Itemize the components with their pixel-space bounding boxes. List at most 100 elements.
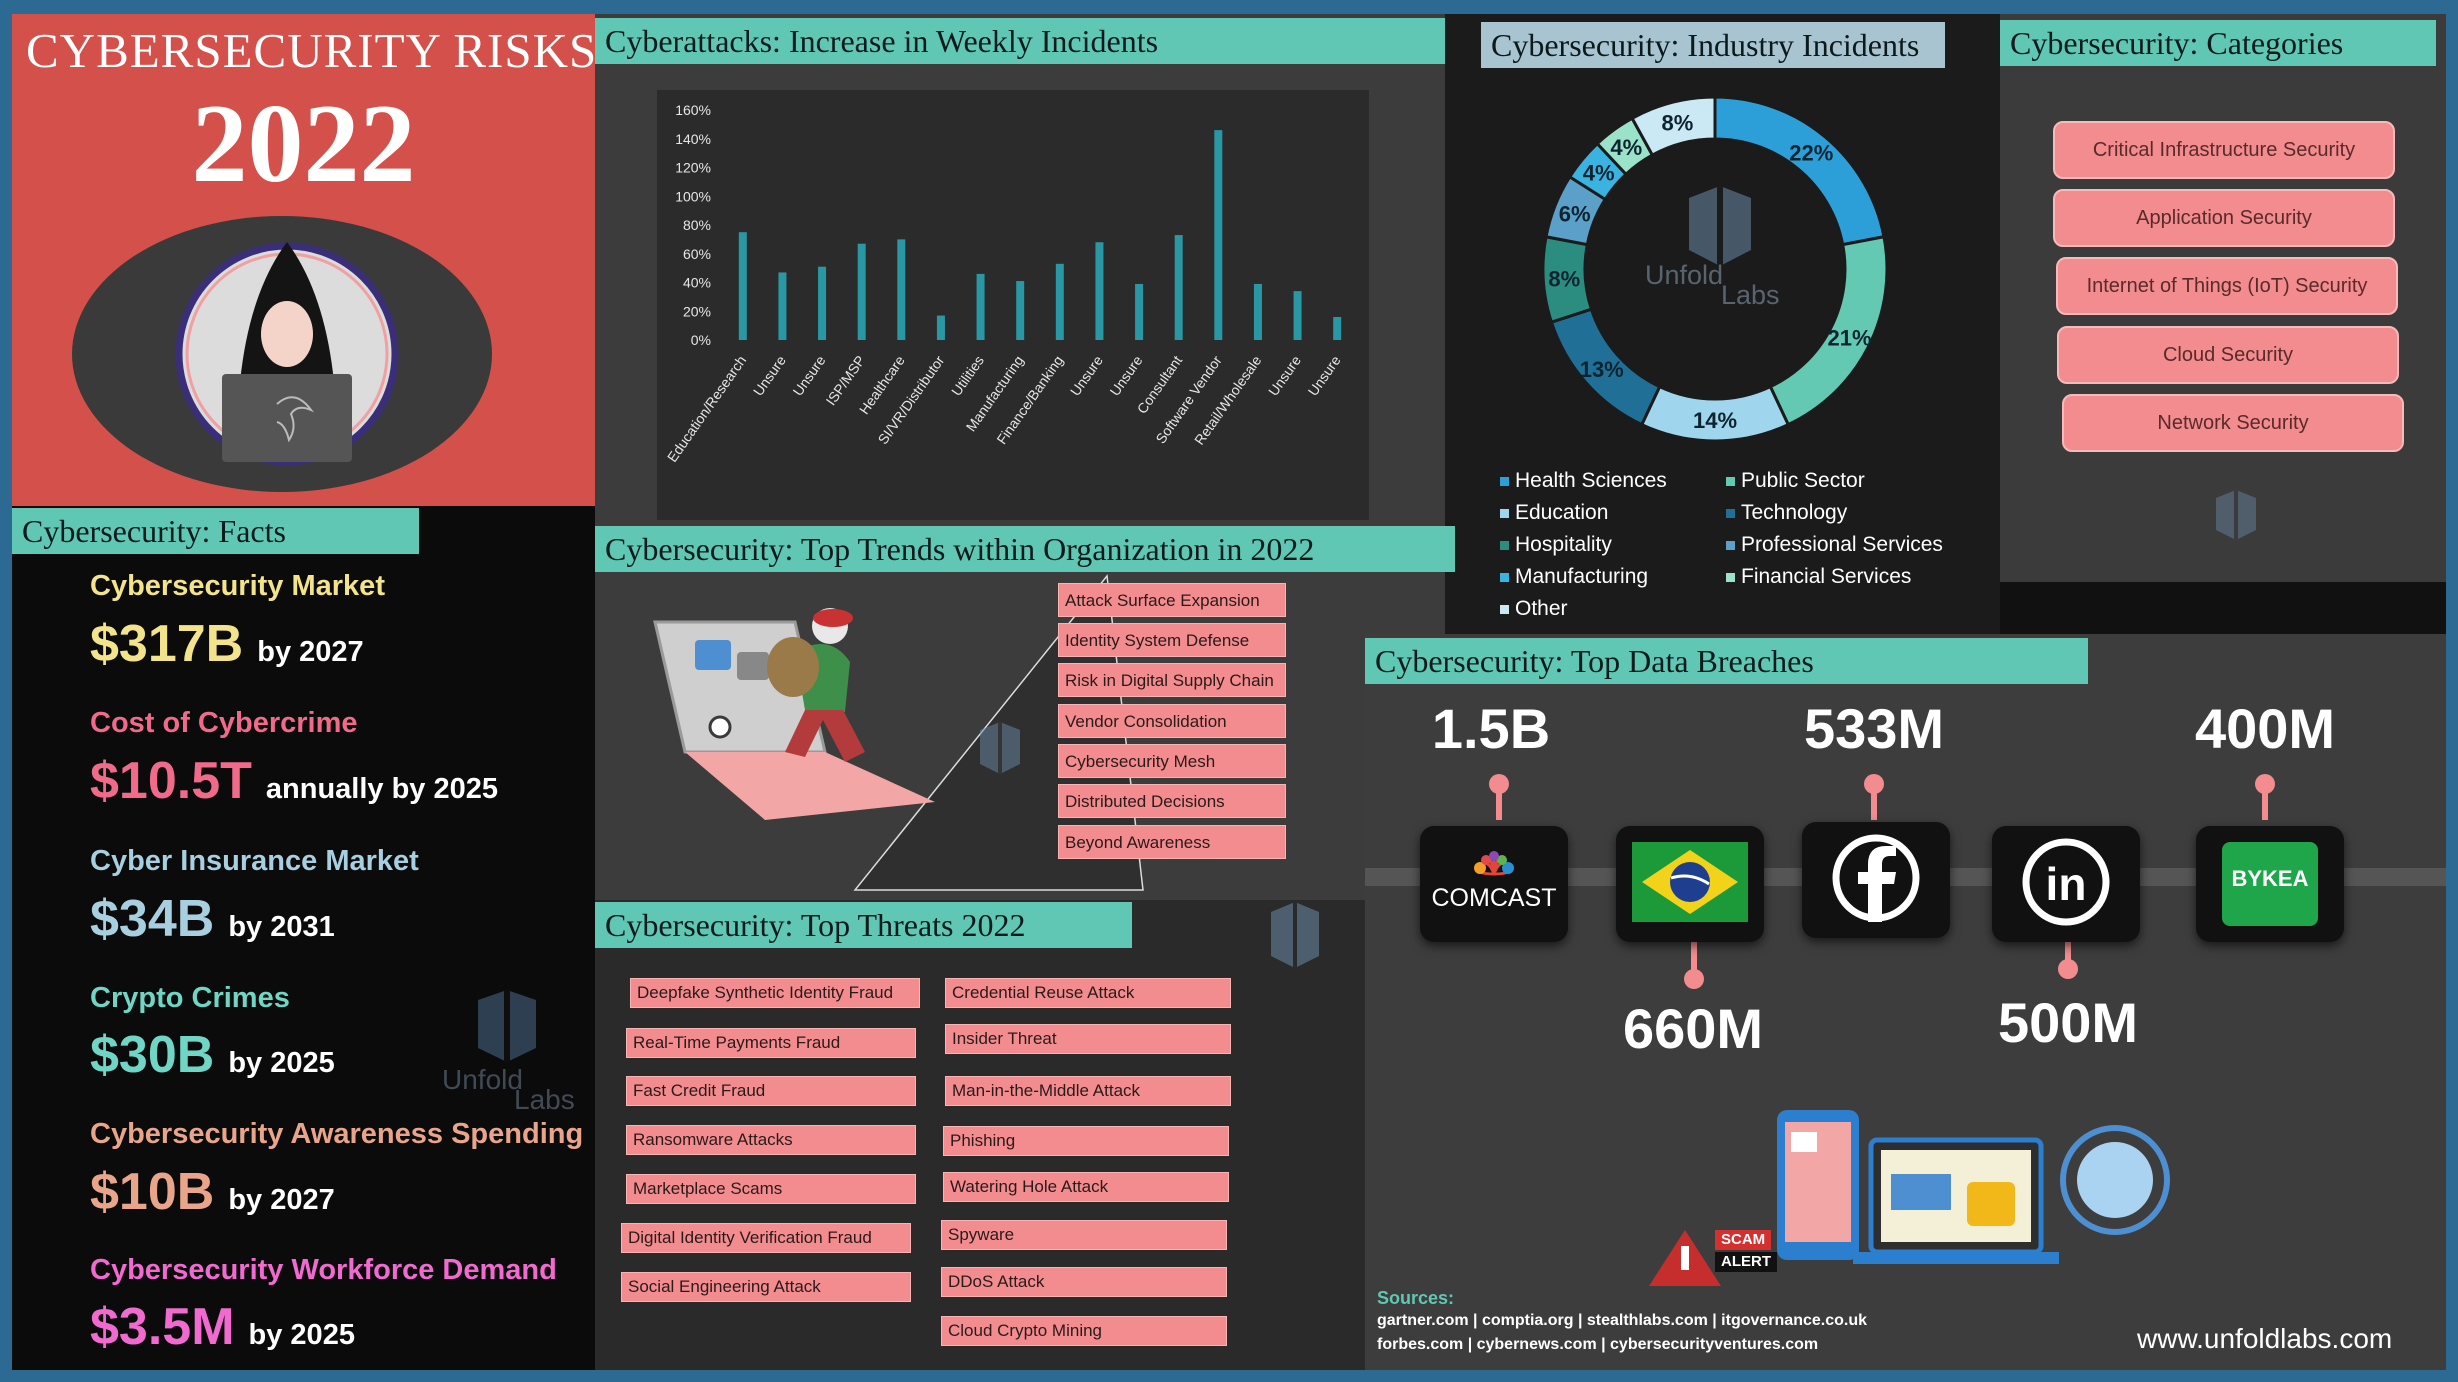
legend-item: Health Sciences [1500,469,1667,493]
weekly-panel: Cyberattacks: Increase in Weekly Inciden… [595,14,1455,526]
y-tick-label: 140% [675,131,711,147]
breach-logo-bykea[interactable]: BYKEA [2196,826,2344,942]
threat-item[interactable]: Cloud Crypto Mining [941,1316,1227,1346]
breach-amount-linkedin: 500M [1997,991,2139,1054]
legend-item: Technology [1726,501,1847,525]
breach-amount-facebook: 533M [1803,697,1945,760]
threat-item[interactable]: Man-in-the-Middle Attack [945,1076,1231,1106]
donut-slice-label: 4% [1583,161,1615,186]
y-tick-label: 120% [675,160,711,176]
legend-label: Health Sciences [1515,469,1667,492]
legend-item: Manufacturing [1500,565,1648,589]
industry-donut-chart: 22% 21% 14% 13% 8% 6% 4%4% 8% [1541,95,1889,443]
donut-slice-label: 13% [1580,357,1624,382]
category-application[interactable]: Application Security [2053,189,2395,247]
donut-watermark: Unfold Labs [1645,184,1795,324]
bar [897,239,906,340]
category-cloud[interactable]: Cloud Security [2057,326,2399,384]
legend-item: Financial Services [1726,565,1911,589]
legend-item: Professional Services [1726,533,1943,557]
threat-item[interactable]: Credential Reuse Attack [945,978,1231,1008]
fact-value-market: $317B by 2027 [90,615,364,673]
donut-watermark-unfold: Unfold [1645,260,1724,290]
y-tick-label: 160% [675,102,711,118]
legend-swatch [1500,572,1509,582]
threat-item[interactable]: Ransomware Attacks [626,1125,916,1155]
bar [1095,242,1104,340]
y-tick-label: 40% [683,275,711,291]
cyber-security-illustration: SCAM ALERT [1645,1090,2175,1290]
y-tick-label: 60% [683,246,711,262]
breach-logo-brazil[interactable] [1616,826,1764,942]
donut-slice-label: 22% [1789,141,1833,166]
breach-connector-linkedin [2065,934,2071,968]
weekly-bar-chart: 0%20%40%60%80%100%120%140%160%Education/… [657,90,1369,520]
legend-label: Hospitality [1515,533,1612,556]
fact-label-insurance: Cyber Insurance Market [90,845,419,877]
threat-item[interactable]: Insider Threat [945,1024,1231,1054]
breach-dot-bykea [2255,774,2275,794]
trends-header: Cybersecurity: Top Trends within Organiz… [595,526,1455,572]
legend-label: Financial Services [1741,565,1912,588]
title-line: CYBERSECURITY RISKS [26,23,598,78]
breach-dot-linkedin [2058,959,2078,979]
bar [1333,317,1342,340]
donut-watermark-labs: Labs [1721,280,1780,310]
fact-value-crypto: $30B by 2025 [90,1026,335,1084]
threat-item[interactable]: Fast Credit Fraud [626,1076,916,1106]
bar [738,232,747,340]
trend-item-distributed-decisions[interactable]: Distributed Decisions [1058,784,1286,818]
threat-item[interactable]: Deepfake Synthetic Identity Fraud [630,978,920,1008]
threat-item[interactable]: DDoS Attack [941,1267,1227,1297]
legend-swatch [1500,508,1509,518]
website-link[interactable]: www.unfoldlabs.com [2137,1323,2393,1354]
threat-item[interactable]: Watering Hole Attack [943,1172,1229,1202]
threat-item[interactable]: Digital Identity Verification Fraud [621,1223,911,1253]
breach-logo-facebook[interactable] [1802,822,1950,938]
fact-value-insurance: $34B by 2031 [90,890,335,948]
fact-value-awareness: $10B by 2027 [90,1163,335,1221]
donut-slice [1630,95,1717,158]
breach-logo-comcast[interactable]: COMCAST [1420,826,1568,942]
unfold-labs-logo: Unfold Labs [432,988,582,1118]
threat-item[interactable]: Social Engineering Attack [621,1272,911,1302]
industry-panel: Cybersecurity: Industry Incidents 22% 21%… [1445,14,2000,634]
threat-item[interactable]: Marketplace Scams [626,1174,916,1204]
breach-connector-brazil [1691,934,1697,978]
industry-legend: Health Sciences Public Sector Education Tec… [1500,469,1980,634]
bar [1214,130,1223,340]
fact-value-workforce: $3.5M by 2025 [90,1298,355,1356]
trend-item-supply-chain[interactable]: Risk in Digital Supply Chain [1058,663,1286,697]
category-critical-infrastructure[interactable]: Critical Infrastructure Security [2053,121,2395,179]
scam-badge-top: SCAM [1715,1230,1772,1250]
sources-line-2: forbes.com | cybernews.com | cybersecuri… [1377,1336,1819,1353]
trend-item-vendor-consolidation[interactable]: Vendor Consolidation [1058,704,1286,738]
logo-text-unfold: Unfold [442,1064,523,1095]
bar [778,272,787,340]
threats-right-list [595,900,596,901]
threat-item[interactable]: Real-Time Payments Fraud [626,1028,916,1058]
breach-logo-linkedin[interactable]: in [1992,826,2140,942]
categories-panel: Cybersecurity: Categories Critical Infra… [2000,14,2446,582]
legend-swatch [1726,540,1735,550]
legend-swatch [1500,476,1509,486]
threats-header: Cybersecurity: Top Threats 2022 [595,902,1132,948]
trend-item-attack-surface[interactable]: Attack Surface Expansion [1058,583,1286,617]
fact-label-workforce: Cybersecurity Workforce Demand [90,1254,557,1286]
trend-item-mesh[interactable]: Cybersecurity Mesh [1058,744,1286,778]
legend-swatch [1726,572,1735,582]
threat-item[interactable]: Spyware [941,1220,1227,1250]
trend-item-identity-defense[interactable]: Identity System Defense [1058,623,1286,657]
category-iot[interactable]: Internet of Things (IoT) Security [2056,257,2398,315]
donut-slice-label: 14% [1693,408,1737,433]
facts-panel: Cybersecurity: Facts Cybersecurity Marke… [12,506,595,1370]
threat-item[interactable]: Phishing [943,1126,1229,1156]
legend-swatch [1726,508,1735,518]
fact-value-cybercrime: $10.5T annually by 2025 [90,752,499,810]
chart-background [657,90,1369,520]
category-network[interactable]: Network Security [2062,394,2404,452]
bar [1253,283,1262,340]
fact-label-market: Cybersecurity Market [90,570,385,602]
trend-item-beyond-awareness[interactable]: Beyond Awareness [1058,825,1286,859]
bar [976,273,985,340]
